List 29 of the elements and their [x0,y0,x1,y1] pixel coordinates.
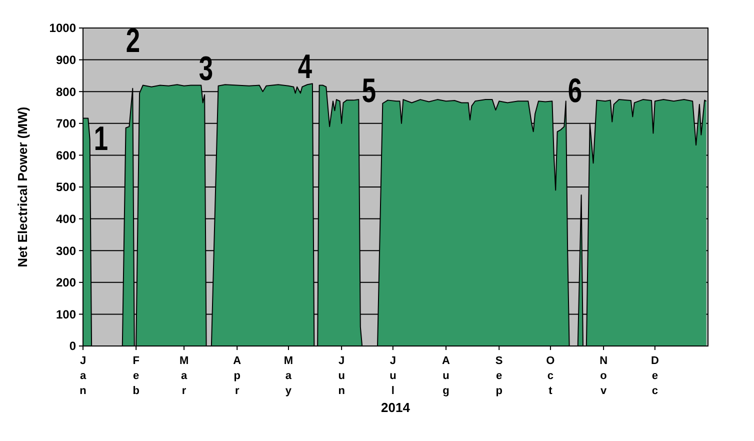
x-tick-label: Jan [80,355,87,397]
y-axis-title: Net Electrical Power (MW) [15,106,30,268]
annotation: 3 [198,50,214,88]
x-tick-label: May [284,355,294,397]
y-tick-label: 600 [56,148,76,162]
y-tick-label: 200 [56,276,76,290]
x-axis-title: 2014 [381,400,411,415]
y-tick-label: 100 [56,307,76,322]
y-tick-label: 800 [56,84,76,99]
x-tick-label: Feb [132,355,140,397]
x-tick-label: Jul [390,355,396,397]
x-tick-label: Apr [233,355,242,397]
y-tick-label: 700 [56,116,76,131]
y-tick-label: 500 [56,180,76,194]
x-tick-label: Oct [546,355,556,397]
x-tick-label: Mar [179,355,189,397]
x-tick-label: Nov [600,355,608,397]
y-tick-label: 900 [56,53,76,67]
y-tick-label: 1000 [49,21,76,36]
annotation: 4 [298,48,312,86]
annotation: 2 [126,22,140,60]
y-tick-label: 0 [69,339,76,354]
y-tick-label: 300 [56,244,76,258]
x-tick-label: Dec [650,355,659,397]
x-tick-label: Jun [338,355,346,397]
annotation: 1 [94,120,108,158]
x-tick-label: Aug [442,355,450,397]
y-tick-label: 400 [56,212,76,226]
x-tick-label: Sep [495,355,503,397]
